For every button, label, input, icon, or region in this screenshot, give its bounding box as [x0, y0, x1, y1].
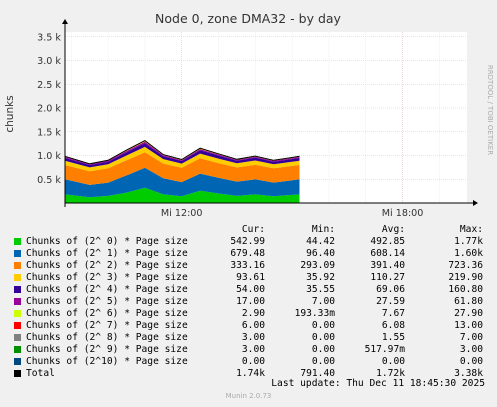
y-tick-label: 1.5 k: [37, 127, 61, 138]
area-series-2-0: [65, 187, 300, 203]
y-tick-label: 3.5 k: [37, 32, 61, 43]
area-series-2-4: [65, 143, 300, 168]
y-tick-label: 2.0 k: [37, 104, 61, 115]
y-tick-label: 3.0 k: [37, 56, 61, 67]
y-axis-arrow: [62, 19, 68, 24]
y-tick-label: 0.5 k: [37, 175, 61, 186]
total-line: [64, 140, 300, 165]
y-tick-label: 2.5 k: [37, 80, 61, 91]
chart-title: Node 0, zone DMA32 - by day: [155, 11, 342, 26]
plot-area: 0.5 k 1.0 k 1.5 k 2.0 k 2.5 k 3.0 k 3.5 k Mi 12…: [37, 19, 478, 219]
x-tick-label: Mi 12:00: [161, 208, 203, 219]
x-tick-label: Mi 18:00: [382, 208, 424, 219]
y-axis-label: chunks: [4, 95, 16, 132]
area-series-2-3: [65, 146, 300, 172]
area-series-2-5: [65, 141, 300, 165]
area-series-2-2: [65, 152, 300, 185]
rrdtool-credit: RRDTOOL / TOBI OETIKER: [486, 65, 494, 155]
y-tick-label: 1.0 k: [37, 151, 61, 162]
area-series-2-1: [65, 167, 300, 198]
x-axis-arrow: [473, 200, 478, 206]
